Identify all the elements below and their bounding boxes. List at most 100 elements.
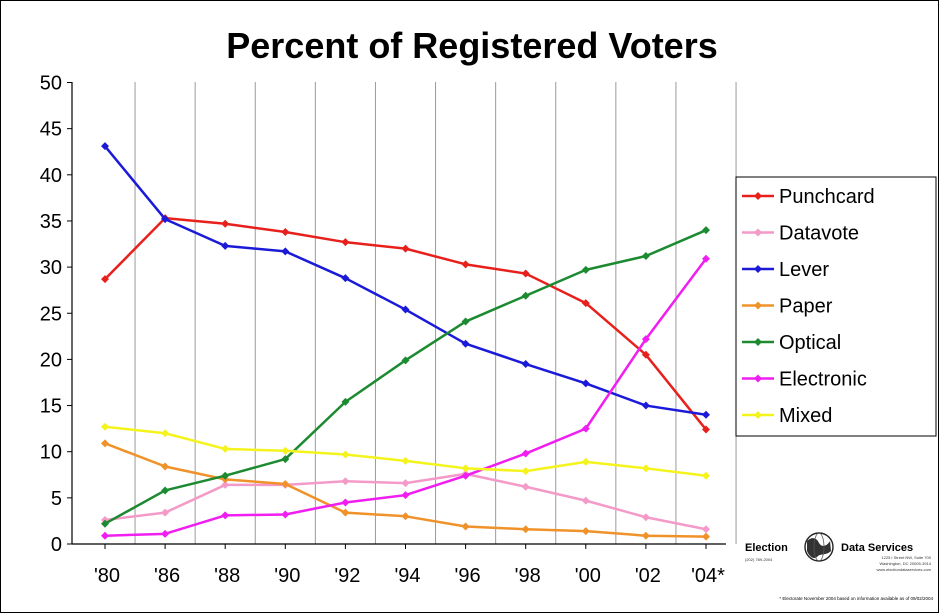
y-tick-labels: 0 5 10 15 20 25 30 35 40 45 50 [40,73,62,557]
series-punchcard [101,214,710,434]
series-lever [101,142,710,419]
data-point-paper [341,508,350,517]
x-tick-label: '02 [635,565,661,587]
data-point-electronic [281,510,290,519]
data-point-lever [101,142,109,151]
data-point-electronic [521,449,530,458]
data-point-datavote [221,480,230,489]
data-point-paper [281,480,290,489]
y-tick-label: 50 [40,73,62,95]
series-datavote [101,469,710,534]
data-point-lever [581,379,590,388]
series-mixed [101,422,710,480]
data-point-optical [341,397,350,406]
data-point-paper [641,531,650,540]
data-point-paper [581,527,590,536]
logo-name-left: Election [745,542,788,554]
legend-marker [754,411,762,419]
logo-phone: (202) 789-2004 [745,557,773,562]
data-point-punchcard [461,260,470,269]
data-point-lever [521,360,530,369]
x-tick-label: '98 [515,565,541,587]
y-tick-label: 5 [51,488,62,510]
data-point-datavote [521,482,530,491]
election-data-services-logo: Election Data Services (202) 789-2004 12… [745,532,932,572]
data-point-paper [521,525,530,534]
y-tick-label: 45 [40,119,62,141]
data-point-mixed [341,450,350,459]
x-tick-label: '96 [455,565,481,587]
footnote: * Electorate November 2004 based on info… [779,596,933,601]
logo-website: www.electiondataservices.com [877,567,932,572]
data-point-optical [161,486,170,495]
data-point-paper [461,522,470,531]
data-point-datavote [702,525,710,534]
series-lines [101,142,710,541]
legend-item-mixed: Mixed [742,405,832,427]
legend-label: Punchcard [779,186,875,208]
data-point-mixed [161,429,170,438]
x-tick-label: '00 [575,565,601,587]
data-point-paper [702,532,710,541]
data-point-electronic [161,529,170,538]
y-tick-label: 15 [40,396,62,418]
x-tick-label: '80 [94,565,120,587]
data-point-punchcard [281,228,290,237]
data-point-mixed [461,464,470,473]
legend-marker [754,265,762,273]
data-point-mixed [281,446,290,455]
x-tick-label: '90 [274,565,300,587]
data-point-mixed [641,464,650,473]
data-point-electronic [401,491,410,500]
legend-marker [754,228,762,237]
x-tick-label: '92 [334,565,360,587]
legend-marker [754,301,762,310]
data-point-lever [641,401,650,410]
data-point-punchcard [401,244,410,253]
data-point-datavote [401,479,410,488]
data-point-punchcard [101,275,109,284]
data-point-punchcard [581,299,590,308]
data-point-lever [461,339,470,348]
data-point-mixed [521,467,530,476]
legend-marker [754,192,762,200]
chart-title: Percent of Registered Voters [226,25,717,66]
data-point-lever [401,305,410,314]
data-point-datavote [161,508,170,517]
legend-item-punchcard: Punchcard [742,186,875,208]
legend-item-lever: Lever [742,259,829,281]
data-point-optical [702,226,710,235]
data-point-datavote [641,513,650,522]
logo-name-right: Data Services [841,542,913,554]
legend-item-paper: Paper [742,296,833,318]
legend-label: Lever [779,259,829,281]
data-point-optical [641,252,650,261]
legend-marker [754,338,762,346]
x-tick-label: '94 [394,565,420,587]
x-tick-label: '88 [214,565,240,587]
logo-address-line2: Washington, DC 20005-3914 [880,561,932,566]
data-point-mixed [221,444,230,453]
data-point-mixed [401,456,410,465]
data-point-optical [401,356,410,365]
data-point-punchcard [341,238,350,247]
data-point-optical [461,317,470,326]
legend-marker [754,374,762,383]
legend-label: Paper [779,296,833,318]
legend: Punchcard Datavote Lever Paper Optical Electr… [735,176,937,437]
legend-label: Electronic [779,369,867,391]
data-point-optical [221,471,230,480]
data-point-punchcard [521,269,530,278]
legend-label: Optical [779,332,841,354]
y-tick-label: 35 [40,211,62,233]
globe-icon [804,532,834,562]
x-tick-label: '04* [691,565,725,587]
x-tick-labels: '80 '86 '88 '90 '92 '94 '96 '98 '00 '02 '04* [94,565,725,587]
data-point-datavote [341,477,350,486]
y-tick-label: 40 [40,165,62,187]
data-point-electronic [341,498,350,507]
data-point-electronic [101,531,109,540]
series-electronic [101,254,710,540]
data-point-paper [161,462,170,471]
